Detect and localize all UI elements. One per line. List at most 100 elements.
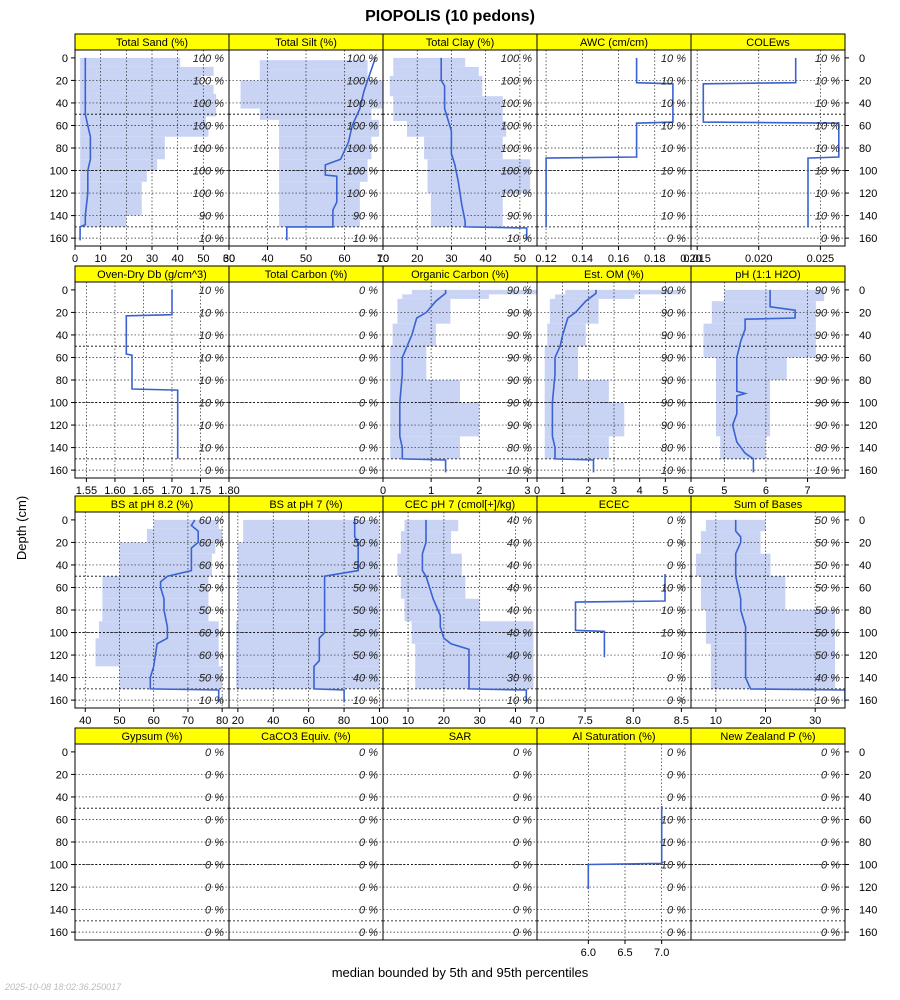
percent-label: 0 % [359,398,378,410]
panel-data [691,282,845,478]
percent-label: 0 % [359,465,378,477]
panel-data [229,512,383,708]
percentile-band [544,346,579,380]
x-tick-label: 0.16 [608,253,629,265]
percent-label: 100 % [347,98,378,110]
x-tick-label: 100 [370,715,388,727]
figure-title: PIOPOLIS (10 pedons) [365,8,535,25]
percent-label: 0 % [667,537,686,549]
percent-label: 0 % [513,747,532,759]
percent-label: 0 % [513,905,532,917]
percent-label: 90 % [507,330,532,342]
percentile-band [389,75,483,97]
median-line [731,289,796,473]
y-tick-label: 0 [859,515,865,527]
x-tick-label: 8.5 [674,715,689,727]
percent-label: 0 % [667,905,686,917]
percent-label: 80 % [815,443,840,455]
percent-label: 10 % [353,233,378,245]
percent-label: 0 % [821,837,840,849]
percent-label: 40 % [507,628,532,640]
percent-label: 0 % [821,233,840,245]
percent-label: 100 % [501,188,532,200]
y-tick-label: 160 [50,695,68,707]
percent-label: 0 % [667,882,686,894]
y-tick-label: 100 [50,860,68,872]
percent-label: 50 % [353,582,378,594]
percent-label: 10 % [507,233,532,245]
panel-data [75,282,229,478]
panel-data [229,312,383,471]
panel-1: Total Silt (%) 100 % 100 % 100 % 100 % 100 % 1… [223,33,389,265]
y-tick-label: 100 [859,860,877,872]
percent-label: 0 % [821,747,840,759]
panel-data [691,774,845,933]
y-tick-label: 120 [859,882,877,894]
percent-label: 90 % [507,307,532,319]
panel-title: CaCO3 Equiv. (%) [261,731,351,743]
percentile-band [153,519,219,529]
percentile-band [279,181,360,227]
percent-label: 100 % [347,166,378,178]
y-axis-label: Depth (cm) [14,496,29,560]
percentile-band [80,170,147,182]
percent-label: 0 % [359,747,378,759]
y-tick-label: 80 [859,605,871,617]
panel-data [537,282,691,478]
timestamp: 2025-10-08 18:02:36.250017 [4,982,122,992]
y-tick-label: 0 [859,285,865,297]
percent-label: 90 % [353,211,378,223]
percentile-band [279,119,380,137]
percent-label: 90 % [507,352,532,364]
percentile-band [80,215,127,227]
x-tick-label: 0 [380,485,386,497]
percent-label: 10 % [661,53,686,65]
x-tick-label: 1 [428,485,434,497]
percentile-band [724,289,825,302]
panel-4: COLEws 10 % 10 % 10 % 10 % 10 % 10 % 10 % 10 % 0 … [683,33,877,265]
percent-label: 0 % [205,905,224,917]
x-tick-label: 0.015 [683,253,711,265]
percent-label: 0 % [667,769,686,781]
percent-label: 0 % [821,927,840,939]
panel-title: Organic Carbon (%) [411,269,509,281]
percent-label: 10 % [661,211,686,223]
percent-label: 0 % [205,814,224,826]
x-tick-label: 70 [377,253,389,265]
y-tick-label: 140 [859,905,877,917]
percent-label: 80 % [507,443,532,455]
panel-15: Gypsum (%) 0 % 0 % 0 % 0 % 0 % 0 % 0 % 0 % 0 % 0 20… [50,727,230,941]
x-tick-label: 7 [804,485,810,497]
percent-label: 50 % [199,673,224,685]
panel-title: Al Saturation (%) [572,731,655,743]
percent-label: 0 % [513,927,532,939]
median-line [421,519,528,703]
percent-label: 0 % [359,307,378,319]
percentile-band [390,380,460,403]
x-tick-label: 0.18 [644,253,665,265]
panel-18: Al Saturation (%) 0 % 0 % 0 % 10 % 10 % 10 % 0 … [536,727,692,959]
median-line [574,574,666,658]
percentile-band [544,402,625,437]
x-tick-label: 80 [216,715,228,727]
percent-label: 10 % [815,465,840,477]
percentile-band [393,57,466,67]
y-tick-label: 100 [50,628,68,640]
y-tick-label: 140 [50,905,68,917]
x-tick-label: 2 [585,485,591,497]
y-tick-label: 60 [56,582,68,594]
x-tick-label: 50 [514,253,526,265]
y-tick-label: 140 [50,443,68,455]
percentile-band [393,96,503,121]
percent-label: 100 % [347,53,378,65]
y-tick-label: 140 [50,211,68,223]
percent-label: 90 % [661,352,686,364]
y-tick-label: 140 [859,673,877,685]
panel-data [537,50,691,246]
panel-title: ECEC [599,499,630,511]
percent-label: 10 % [661,98,686,110]
percent-label: 0 % [205,837,224,849]
percent-label: 60 % [199,628,224,640]
panel-11: BS at pH 7 (%) 50 % 50 % 50 % 50 % 50 % 50 % 50… [228,495,389,727]
percent-label: 100 % [193,188,224,200]
